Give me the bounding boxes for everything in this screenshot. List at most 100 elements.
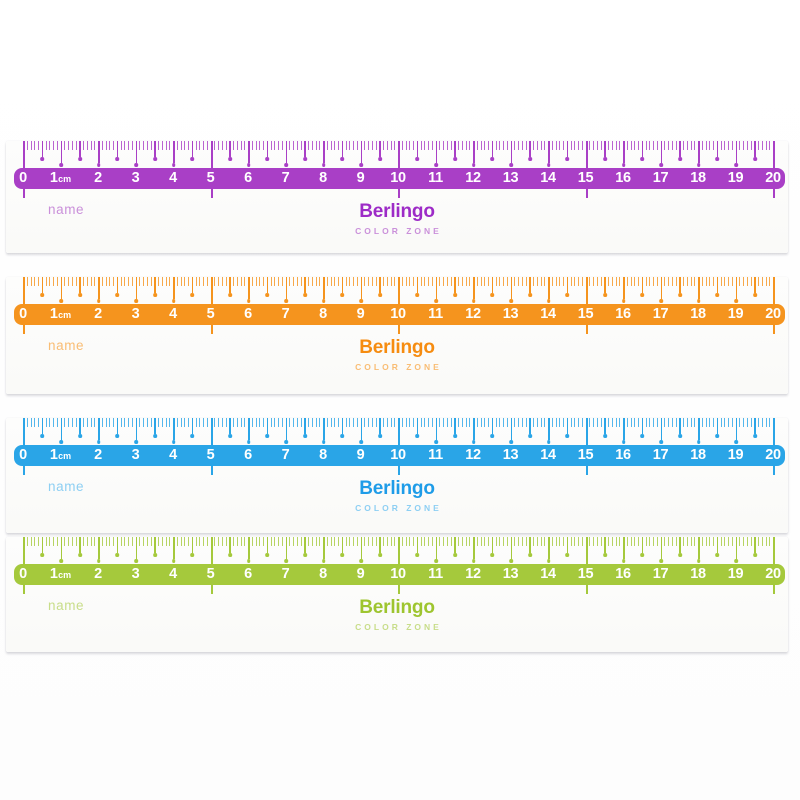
tick-mm: [739, 277, 741, 286]
tick-mm: [259, 418, 261, 427]
scale-number-1: 1cm: [50, 445, 71, 466]
tick-mm: [461, 537, 463, 546]
tick-mm: [439, 277, 441, 286]
tick-mm: [180, 537, 182, 546]
tick-dot: [490, 157, 495, 161]
tick-mm: [86, 418, 88, 427]
tick-mm: [218, 418, 219, 427]
tick-mm: [150, 418, 152, 427]
tick-cm: [247, 537, 251, 563]
tick-dot: [434, 440, 439, 444]
tick-mm: [521, 141, 523, 150]
tick-mm: [49, 537, 51, 546]
tick-dot: [378, 553, 382, 557]
tick-mm: [150, 277, 152, 286]
ruler-tick-scale: [6, 141, 788, 253]
tick-mm: [244, 141, 246, 150]
tick-mm: [705, 141, 707, 150]
ruler-card-purple: 0 1cm 2 3 4 5 6 7 8 9 10 11 12 13 14 15 16 17 18 19 20 name …: [6, 141, 788, 253]
tick-dot: [472, 559, 476, 563]
tick-half-cm: [415, 141, 420, 161]
tick-mm: [619, 277, 621, 286]
tick-mm: [94, 537, 96, 546]
tick-mm: [383, 418, 384, 427]
tick-dot: [659, 299, 664, 303]
tick-cm: [734, 537, 739, 563]
tick-mm: [45, 141, 47, 150]
tick-mm: [225, 277, 227, 286]
tick-mm: [113, 277, 114, 286]
tick-half-cm: [78, 277, 82, 297]
tick-mm: [330, 277, 332, 286]
tick-mm: [608, 277, 609, 286]
tick-mm: [345, 418, 347, 427]
scale-number-value: 13: [502, 170, 519, 186]
tick-mm: [161, 537, 163, 546]
scale-number-14: 14: [540, 304, 556, 325]
tick-mm: [34, 277, 36, 286]
tick-half-cm: [565, 537, 570, 557]
tick-dot: [697, 299, 701, 303]
tick-mm: [401, 141, 403, 150]
tick-mm: [424, 141, 426, 150]
tick-half-cm: [78, 141, 82, 161]
tick-mm: [761, 141, 763, 150]
tick-dot: [59, 440, 64, 444]
tick-mm: [578, 277, 579, 286]
tick-half-cm: [678, 141, 682, 161]
tick-dot: [640, 553, 645, 557]
tick-mm: [563, 277, 564, 286]
tick-mm: [461, 277, 463, 286]
tick-half-cm: [678, 277, 682, 297]
scale-number-value: 17: [652, 170, 669, 186]
tick-dot: [265, 553, 270, 557]
tick-half-cm: [453, 277, 457, 297]
tick-mm: [443, 277, 444, 286]
tick-mm: [233, 277, 234, 286]
tick-mm: [356, 141, 358, 150]
tick-half-cm: [640, 418, 645, 438]
tick-mm: [390, 418, 392, 427]
tick-dot: [565, 434, 570, 438]
tick-mm: [296, 418, 298, 427]
tick-mm: [431, 141, 433, 150]
tick-mm: [600, 141, 602, 150]
tick-dot: [153, 293, 157, 297]
tick-mm: [274, 418, 276, 427]
tick-mm: [281, 418, 283, 427]
tick-mm: [615, 537, 617, 546]
tick-mm: [694, 277, 696, 286]
tick-mm: [199, 277, 201, 286]
tick-mm: [146, 277, 148, 286]
tick-mm: [293, 277, 294, 286]
tick-dot: [734, 440, 739, 444]
tick-dot: [678, 553, 682, 557]
tick-mm: [664, 418, 666, 427]
tick-mm: [83, 418, 84, 427]
tick-mm: [300, 418, 302, 427]
ruler-name-label: name: [48, 479, 85, 494]
tick-mm: [446, 277, 448, 286]
tick-dot: [40, 434, 45, 438]
tick-mm: [739, 537, 741, 546]
tick-cm: [172, 277, 176, 303]
tick-cm: [509, 141, 514, 167]
scale-number-value: 1: [49, 170, 58, 186]
tick-mm: [244, 418, 246, 427]
tick-mm: [375, 418, 377, 427]
tick-dot: [490, 434, 495, 438]
scale-number-value: 14: [540, 447, 556, 463]
tick-mm: [671, 141, 673, 150]
tick-mm: [334, 418, 336, 427]
tick-mm: [195, 277, 197, 286]
scale-number-11: 11: [428, 304, 443, 325]
scale-number-16: 16: [615, 445, 631, 466]
tick-mm: [109, 537, 111, 546]
tick-mm: [281, 537, 283, 546]
tick-mm: [259, 537, 261, 546]
tick-mm: [169, 277, 171, 286]
tick-dot: [453, 157, 457, 161]
tick-cm: [547, 537, 551, 563]
tick-mm: [521, 277, 523, 286]
scale-number-value: 12: [465, 447, 481, 463]
